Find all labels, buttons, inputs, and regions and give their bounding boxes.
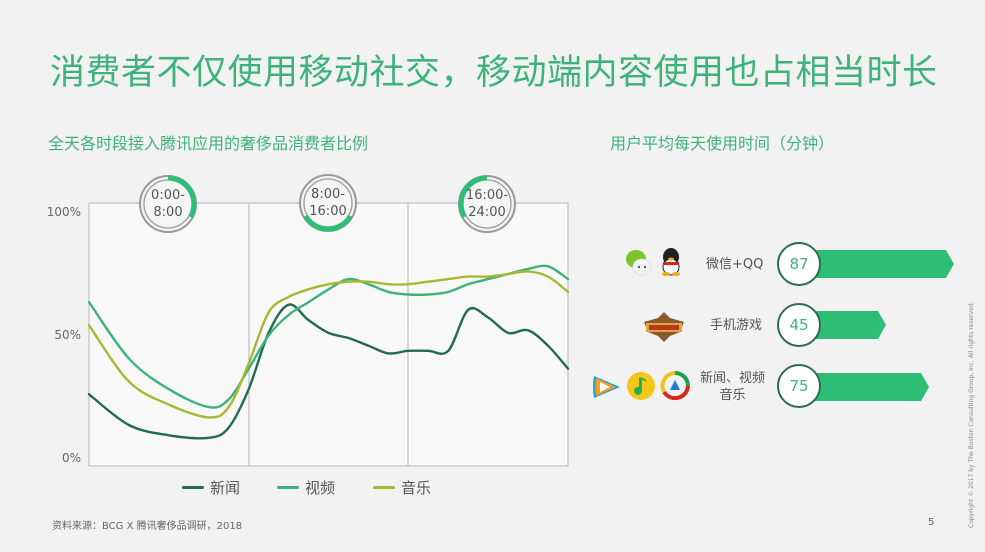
qq-icon [660, 247, 682, 281]
y-tick-50: 50% [54, 328, 81, 342]
clock-label-start: 16:00- [465, 188, 509, 203]
y-tick-0: 0% [61, 451, 81, 465]
legend-label: 视频 [305, 479, 336, 497]
time-period-clock-0-8: 0:00- 8:00 [137, 173, 199, 235]
time-period-clock-16-24: 16:00- 24:00 [456, 173, 518, 235]
clock-ring-icon [458, 175, 516, 233]
plot-area [88, 202, 569, 467]
bar-label-content: 新闻、视频 音乐 [700, 370, 765, 404]
qq-music-icon [626, 371, 656, 405]
clock-label-start: 0:00- [151, 188, 185, 203]
bar-value-social: 87 [777, 242, 821, 286]
legend-label: 音乐 [401, 479, 432, 497]
legend-item-news: 新闻 [182, 477, 240, 498]
honor-of-kings-icon [640, 310, 688, 348]
source-note: 资料来源：BCG X 腾讯奢侈品调研，2018 [52, 521, 243, 532]
bar-label-gaming: 手机游戏 [710, 318, 763, 333]
clock-ring-icon [139, 175, 197, 233]
bar-social [796, 250, 954, 278]
bar-chart-subtitle: 用户平均每天使用时间（分钟） [610, 134, 835, 153]
bar-label-line1: 新闻、视频 [700, 371, 766, 386]
series-line-音乐 [87, 270, 570, 419]
legend-swatch [182, 486, 204, 489]
clock-label-end: 8:00 [153, 205, 183, 220]
bar-label-line2: 音乐 [719, 388, 746, 403]
bar-value-content: 75 [777, 364, 821, 408]
clock-label-end: 16:00 [309, 204, 347, 219]
tencent-video-icon [590, 372, 622, 406]
legend-item-video: 视频 [277, 477, 335, 498]
copyright-note: Copyright © 2017 by The Boston Consultin… [968, 301, 975, 528]
line-chart-subtitle: 全天各时段接入腾讯应用的奢侈品消费者比例 [48, 134, 369, 153]
series-line-新闻 [87, 303, 570, 440]
page-title: 消费者不仅使用移动社交，移动端内容使用也占相当时长 [50, 53, 938, 93]
legend-item-music: 音乐 [373, 477, 431, 498]
y-tick-100: 100% [46, 205, 81, 219]
wechat-icon [625, 248, 653, 282]
clock-label-end: 24:00 [468, 205, 506, 220]
bar-value-gaming: 45 [777, 303, 821, 347]
clock-ring-icon [299, 174, 357, 232]
page-number: 5 [928, 517, 935, 528]
bar-label-social: 微信+QQ [706, 257, 764, 272]
clock-label-start: 8:00- [311, 187, 345, 202]
legend-swatch [373, 486, 395, 489]
tencent-news-icon [660, 371, 690, 405]
legend-label: 新闻 [210, 479, 241, 497]
time-period-clock-8-16: 8:00- 16:00 [297, 172, 359, 234]
legend-swatch [277, 486, 299, 489]
